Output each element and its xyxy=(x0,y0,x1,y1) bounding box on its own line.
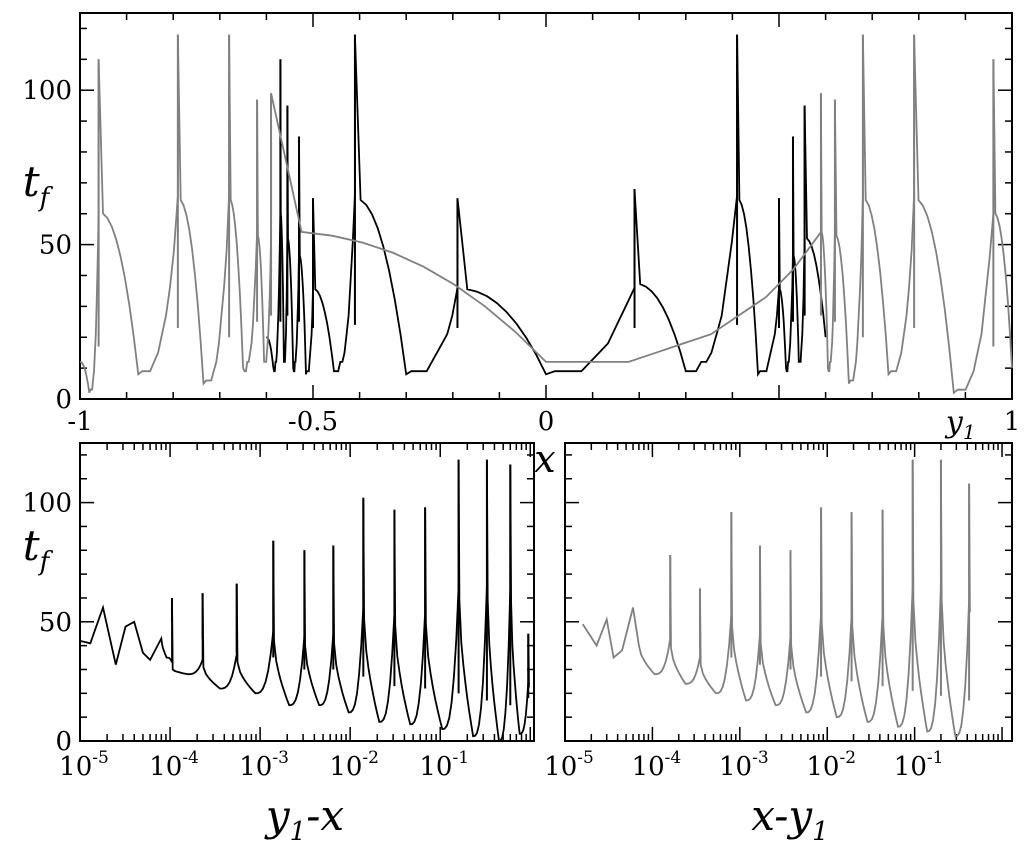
y-tick-label: 0 xyxy=(55,727,72,757)
y-tick-label: 100 xyxy=(22,76,72,106)
x-axis-label: y1-x xyxy=(264,791,344,847)
x-tick-label: -0.5 xyxy=(288,407,338,437)
y-tick-label: 50 xyxy=(39,608,72,638)
y-tick-label: 100 xyxy=(22,489,72,519)
x-tick-label: -1 xyxy=(67,407,92,437)
x-tick-label: 0 xyxy=(538,407,555,437)
x-tick-label: 10-2 xyxy=(806,748,856,782)
y1-annotation: y1 xyxy=(944,405,976,444)
y-tick-label: 0 xyxy=(55,385,72,415)
x-tick-label: 10-1 xyxy=(419,748,469,782)
x-axis-label: x xyxy=(534,437,555,481)
bottom-right-panel: 10-5 10-4 10-3 10-2 10-1 x-y1 xyxy=(544,442,1013,847)
x-tick-label: 10-3 xyxy=(719,748,769,782)
x-tick-label: 10-3 xyxy=(239,748,289,782)
series-line xyxy=(79,34,1013,395)
x-tick-label: 10-1 xyxy=(894,748,944,782)
x-tick-label: 10-4 xyxy=(632,748,682,782)
x-tick-label: 1 xyxy=(1004,407,1021,437)
series-line xyxy=(582,459,971,738)
x-tick-label: 10-2 xyxy=(329,748,379,782)
x-tick-label: 10-5 xyxy=(544,748,594,782)
plot-frame xyxy=(79,442,535,742)
x-tick-label: 10-4 xyxy=(149,748,199,782)
plot-frame xyxy=(564,442,1013,742)
x-tick-label: 10-5 xyxy=(59,748,109,782)
series-line xyxy=(79,459,530,743)
y-tick-label: 50 xyxy=(39,231,72,261)
x-axis-label: x-y1 xyxy=(751,791,828,847)
